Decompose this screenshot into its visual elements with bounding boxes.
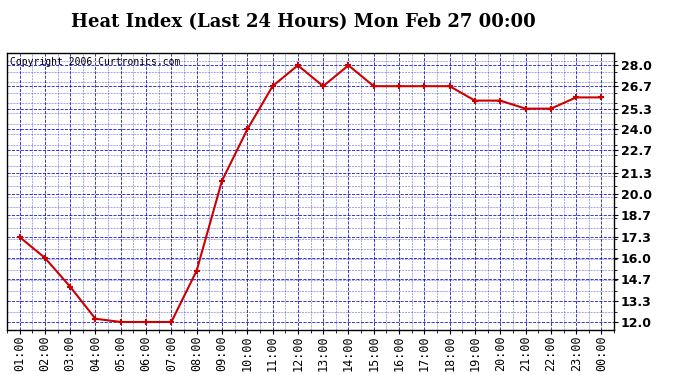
Text: Copyright 2006 Curtronics.com: Copyright 2006 Curtronics.com [10,57,180,67]
Text: Heat Index (Last 24 Hours) Mon Feb 27 00:00: Heat Index (Last 24 Hours) Mon Feb 27 00… [71,13,536,31]
